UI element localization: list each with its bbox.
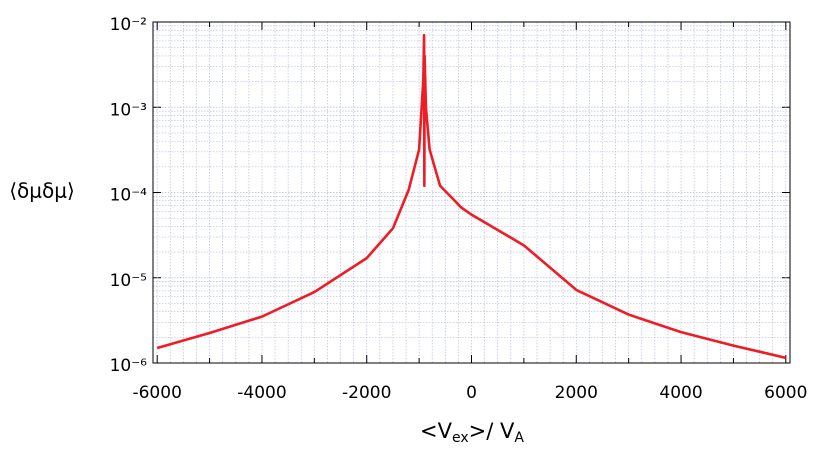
x-axis-label: <Vex>/ VA xyxy=(420,419,524,446)
x-tick-label: -6000 xyxy=(132,383,181,403)
x-label-part: >/ V xyxy=(469,419,515,443)
plot-frame xyxy=(152,21,791,364)
x-tick-label: 4000 xyxy=(659,383,702,403)
y-tick-label: 10⁻² xyxy=(110,15,147,35)
x-tick-label: 6000 xyxy=(764,383,807,403)
data-line xyxy=(156,33,787,360)
y-tick-label: 10⁻⁵ xyxy=(110,271,147,291)
y-axis-label: ⟨δμδμ⟩ xyxy=(9,179,75,203)
y-tick-label: 10⁻⁶ xyxy=(110,356,148,376)
x-label-sub: ex xyxy=(452,430,469,446)
x-label-part: <V xyxy=(420,419,453,443)
x-label-sub: A xyxy=(514,430,524,446)
x-tick-label: 2000 xyxy=(555,383,598,403)
x-tick-label: 0 xyxy=(466,383,477,403)
x-tick-label: -4000 xyxy=(237,383,286,403)
y-tick-label: 10⁻³ xyxy=(110,100,147,120)
y-tick-label: 10⁻⁴ xyxy=(110,186,148,206)
x-tick-label: -2000 xyxy=(342,383,391,403)
